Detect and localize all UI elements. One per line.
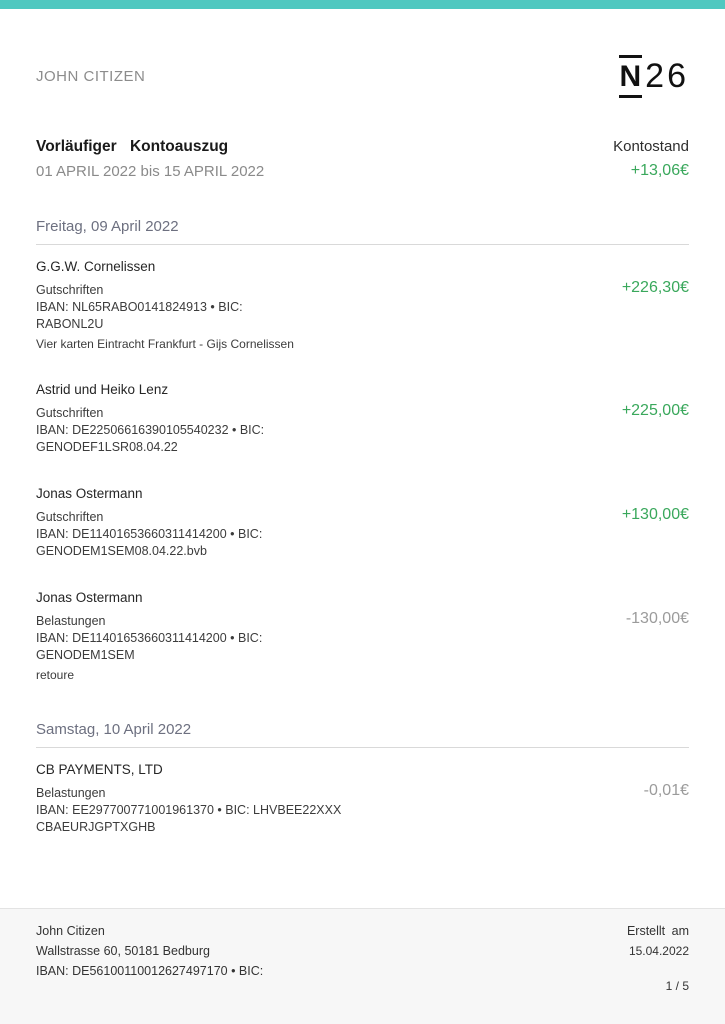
footer-created-label: Erstellt am bbox=[626, 924, 689, 938]
transaction-row: CB PAYMENTS, LTD Belastungen IBAN: EE297… bbox=[36, 762, 689, 836]
transaction-counterparty: CB PAYMENTS, LTD bbox=[36, 762, 163, 777]
transaction-reference: retoure bbox=[36, 668, 75, 682]
footer-meta: Erstellt am 15.04.2022 1 / 5 bbox=[627, 921, 689, 1024]
section-date-heading: Freitag, 09 April 2022 bbox=[36, 218, 179, 235]
statement-footer: John Citizen Wallstrasse 60, 50181 Bedbu… bbox=[0, 908, 725, 1024]
section-divider bbox=[36, 747, 689, 748]
transaction-bic-continued: RABONL2U bbox=[36, 317, 104, 331]
statement-date-range: 01 APRIL 2022 bis 15 APRIL 2022 bbox=[36, 163, 265, 180]
transaction-type: Belastungen bbox=[36, 614, 106, 628]
transaction-reference-line: CBAEURJGPTXGHB bbox=[36, 820, 156, 834]
transaction-details: G.G.W. Cornelissen Gutschriften IBAN: NL… bbox=[36, 259, 294, 352]
transaction-iban-bic: IBAN: DE11401653660311414200 • BIC: bbox=[36, 631, 263, 645]
account-holder-name: JOHN CITIZEN bbox=[36, 68, 146, 85]
footer-created-date: 15.04.2022 bbox=[628, 944, 689, 958]
statement-summary: Vorläufiger Kontoauszug 01 APRIL 2022 bi… bbox=[36, 138, 689, 180]
transaction-type: Gutschriften bbox=[36, 283, 104, 297]
transaction-amount: -0,01€ bbox=[643, 782, 689, 799]
transaction-iban-bic: IBAN: NL65RABO0141824913 • BIC: bbox=[36, 300, 243, 314]
brand-top-bar bbox=[0, 0, 725, 9]
transaction-details: CB PAYMENTS, LTD Belastungen IBAN: EE297… bbox=[36, 762, 341, 836]
balance-value: +13,06€ bbox=[630, 162, 689, 179]
transaction-counterparty: Jonas Ostermann bbox=[36, 486, 143, 501]
transaction-iban-bic: IBAN: DE22506616390105540232 • BIC: bbox=[36, 423, 265, 437]
transaction-bic-continued: GENODEF1LSR08.04.22 bbox=[36, 440, 178, 454]
transaction-details: Astrid und Heiko Lenz Gutschriften IBAN:… bbox=[36, 382, 264, 456]
transaction-counterparty: Jonas Ostermann bbox=[36, 590, 143, 605]
transaction-iban-bic: IBAN: EE297700771001961370 • BIC: LHVBEE… bbox=[36, 803, 342, 817]
transaction-counterparty: Astrid und Heiko Lenz bbox=[36, 382, 169, 397]
transaction-row: Astrid und Heiko Lenz Gutschriften IBAN:… bbox=[36, 382, 689, 456]
transaction-amount: +130,00€ bbox=[621, 506, 689, 523]
transaction-bic-continued: GENODEM1SEM bbox=[36, 648, 135, 662]
statement-header: JOHN CITIZEN N 26 bbox=[36, 9, 689, 98]
transaction-bic-continued: GENODEM1SEM08.04.22.bvb bbox=[36, 544, 207, 558]
transaction-counterparty: G.G.W. Cornelissen bbox=[36, 259, 156, 274]
footer-account-address: Wallstrasse 60, 50181 Bedburg bbox=[36, 944, 210, 958]
transaction-reference: Vier karten Eintracht Frankfurt - Gijs C… bbox=[36, 337, 294, 351]
footer-account-name: John Citizen bbox=[36, 924, 105, 938]
transaction-row: Jonas Ostermann Gutschriften IBAN: DE114… bbox=[36, 486, 689, 560]
statement-title-block: Vorläufiger Kontoauszug 01 APRIL 2022 bi… bbox=[36, 138, 264, 180]
transaction-details: Jonas Ostermann Belastungen IBAN: DE1140… bbox=[36, 590, 262, 683]
transaction-type: Gutschriften bbox=[36, 406, 104, 420]
section-date-heading: Samstag, 10 April 2022 bbox=[36, 721, 192, 738]
footer-account-info: John Citizen Wallstrasse 60, 50181 Bedbu… bbox=[36, 921, 263, 1024]
transaction-row: G.G.W. Cornelissen Gutschriften IBAN: NL… bbox=[36, 259, 689, 352]
transaction-amount: -130,00€ bbox=[625, 610, 689, 627]
n26-logo: N 26 bbox=[618, 55, 690, 98]
transaction-amount: +226,30€ bbox=[621, 279, 689, 296]
transaction-iban-bic: IBAN: DE11401653660311414200 • BIC: bbox=[36, 527, 263, 541]
transaction-type: Gutschriften bbox=[36, 510, 104, 524]
footer-page-number: 1 / 5 bbox=[665, 979, 689, 993]
n26-logo-26: 26 bbox=[645, 57, 689, 95]
transaction-details: Jonas Ostermann Gutschriften IBAN: DE114… bbox=[36, 486, 262, 560]
transaction-amount: +225,00€ bbox=[621, 402, 689, 419]
transaction-type: Belastungen bbox=[36, 786, 106, 800]
footer-account-iban: IBAN: DE56100110012627497170 • BIC: bbox=[36, 964, 264, 978]
transaction-row: Jonas Ostermann Belastungen IBAN: DE1140… bbox=[36, 590, 689, 683]
section-divider bbox=[36, 244, 689, 245]
n26-logo-n: N bbox=[618, 55, 643, 98]
balance-block: Kontostand +13,06€ bbox=[613, 138, 689, 180]
statement-title: Vorläufiger Kontoauszug bbox=[36, 138, 229, 155]
balance-label: Kontostand bbox=[613, 138, 689, 155]
